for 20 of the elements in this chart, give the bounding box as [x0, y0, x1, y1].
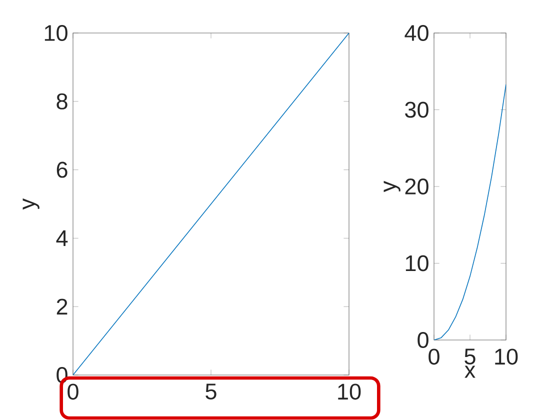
- x-tick-label: 10: [495, 348, 518, 365]
- x-tick-label: 0: [428, 348, 440, 365]
- y-tick-label: 20: [405, 178, 428, 195]
- x-tick-label: 5: [206, 384, 216, 400]
- x-tick-label: 10: [338, 384, 361, 400]
- y-tick-label: 0: [418, 332, 428, 348]
- y-tick-label: 10: [44, 25, 68, 42]
- x-tick-label: 0: [68, 384, 78, 400]
- y-axis-title: y: [22, 198, 40, 210]
- y-tick-label: 4: [56, 230, 68, 246]
- x-tick-label: 5: [464, 348, 476, 364]
- y-tick-label: 8: [56, 93, 68, 110]
- x-axis-title: x: [464, 366, 476, 378]
- line-series: [434, 84, 506, 340]
- y-tick-label: 10: [406, 255, 428, 272]
- y-tick-label: 2: [56, 298, 68, 314]
- y-tick-label: 40: [404, 25, 428, 42]
- y-tick-label: 30: [405, 102, 428, 118]
- y-tick-label: 6: [56, 162, 68, 178]
- y-axis-title: y: [384, 180, 400, 192]
